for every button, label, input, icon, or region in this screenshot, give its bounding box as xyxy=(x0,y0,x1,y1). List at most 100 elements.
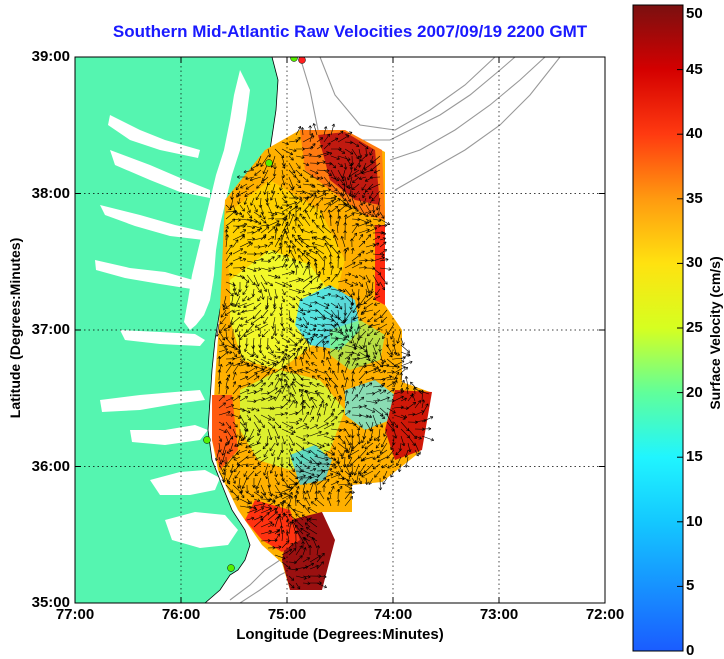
velocity-arrow xyxy=(323,169,332,176)
velocity-arrow xyxy=(316,336,327,346)
velocity-arrow xyxy=(297,248,304,255)
velocity-arrow xyxy=(267,241,273,248)
velocity-arrow xyxy=(267,211,278,216)
velocity-arrow xyxy=(260,223,269,228)
velocity-arrow xyxy=(405,386,410,395)
velocity-arrow xyxy=(372,456,381,461)
velocity-arrow xyxy=(295,545,303,556)
velocity-arrow xyxy=(267,414,275,421)
velocity-arrow xyxy=(288,330,296,337)
velocity-arrow xyxy=(303,250,311,255)
velocity-arrow xyxy=(237,302,248,308)
velocity-arrow xyxy=(295,513,304,521)
velocity-arrow xyxy=(309,416,315,423)
velocity-arrow xyxy=(308,125,312,136)
velocity-arrow xyxy=(400,344,410,353)
velocity-arrow xyxy=(281,421,294,429)
velocity-arrow xyxy=(302,434,310,438)
velocity-arrow xyxy=(298,260,304,269)
velocity-arrow xyxy=(232,395,241,402)
velocity-arrow xyxy=(337,409,345,416)
velocity-arrow xyxy=(323,142,331,150)
velocity-arrow xyxy=(289,249,297,262)
velocity-arrow xyxy=(309,564,319,570)
velocity-arrow xyxy=(337,346,342,353)
chesapeake-bay xyxy=(95,70,250,548)
velocity-arrow xyxy=(346,456,353,468)
velocity-arrow xyxy=(232,384,241,395)
velocity-arrow xyxy=(330,416,338,423)
velocity-arrow xyxy=(337,148,346,154)
velocity-arrow xyxy=(295,278,304,283)
velocity-arrow xyxy=(288,421,299,425)
velocity-arrow xyxy=(351,371,355,381)
velocity-arrow xyxy=(344,490,355,495)
velocity-arrow xyxy=(302,280,313,290)
velocity-arrow xyxy=(351,386,356,395)
velocity-arrow xyxy=(368,337,374,345)
velocity-arrow xyxy=(359,316,367,321)
velocity-arrow xyxy=(323,473,334,479)
velocity-arrow xyxy=(335,220,339,234)
radar-site-marker xyxy=(203,436,211,444)
velocity-arrow xyxy=(225,218,236,227)
velocity-arrow xyxy=(246,242,253,248)
velocity-arrow xyxy=(246,237,255,241)
velocity-arrow xyxy=(362,337,367,349)
velocity-arrow xyxy=(330,346,338,353)
velocity-arrow xyxy=(365,223,374,228)
velocity-arrow xyxy=(295,477,303,486)
velocity-arrow xyxy=(271,330,276,340)
velocity-arrow xyxy=(400,337,405,346)
velocity-arrow xyxy=(288,148,297,153)
velocity-arrow xyxy=(323,467,333,472)
velocity-arrow xyxy=(344,206,356,213)
velocity-arrow xyxy=(323,340,329,346)
velocity-arrow xyxy=(218,456,223,465)
velocity-arrow xyxy=(358,477,363,485)
velocity-arrow xyxy=(274,504,280,514)
velocity-arrow xyxy=(253,267,262,271)
velocity-arrow xyxy=(359,155,367,162)
velocity-arrow xyxy=(358,240,366,248)
velocity-arrow xyxy=(218,410,231,416)
velocity-arrow xyxy=(342,316,347,324)
velocity-arrow xyxy=(379,267,392,271)
velocity-arrow xyxy=(294,205,298,219)
velocity-arrow xyxy=(386,344,393,355)
velocity-arrow xyxy=(312,123,318,136)
velocity-arrow xyxy=(271,316,276,330)
velocity-arrow xyxy=(232,309,241,314)
velocity-arrow xyxy=(274,421,282,429)
colorbar-tick-label: 15 xyxy=(686,448,703,466)
velocity-arrow xyxy=(295,309,306,316)
velocity-arrow xyxy=(330,316,339,326)
velocity-arrow xyxy=(253,281,261,293)
velocity-arrow xyxy=(267,500,276,507)
velocity-arrow xyxy=(237,197,241,205)
velocity-arrow xyxy=(232,225,240,234)
velocity-arrow xyxy=(358,404,367,409)
velocity-arrow xyxy=(378,477,383,491)
velocity-arrow xyxy=(302,330,311,336)
velocity-arrow xyxy=(369,148,374,156)
velocity-arrow xyxy=(316,323,325,328)
velocity-arrow xyxy=(316,574,327,579)
velocity-arrow xyxy=(306,518,318,528)
velocity-arrow xyxy=(323,323,337,328)
velocity-arrow xyxy=(319,215,325,227)
velocity-arrow xyxy=(367,316,374,323)
velocity-arrow xyxy=(295,295,303,301)
velocity-arrow xyxy=(279,302,283,310)
velocity-arrow xyxy=(313,262,318,276)
velocity-arrow xyxy=(323,402,328,416)
velocity-arrow xyxy=(357,155,362,168)
velocity-arrow xyxy=(347,449,360,457)
velocity-arrow xyxy=(267,236,275,241)
velocity-arrow xyxy=(281,176,286,186)
velocity-arrow xyxy=(271,449,276,457)
velocity-arrow xyxy=(267,256,275,262)
velocity-arrow xyxy=(274,533,280,542)
velocity-arrow xyxy=(242,288,248,295)
velocity-arrow xyxy=(222,470,227,483)
